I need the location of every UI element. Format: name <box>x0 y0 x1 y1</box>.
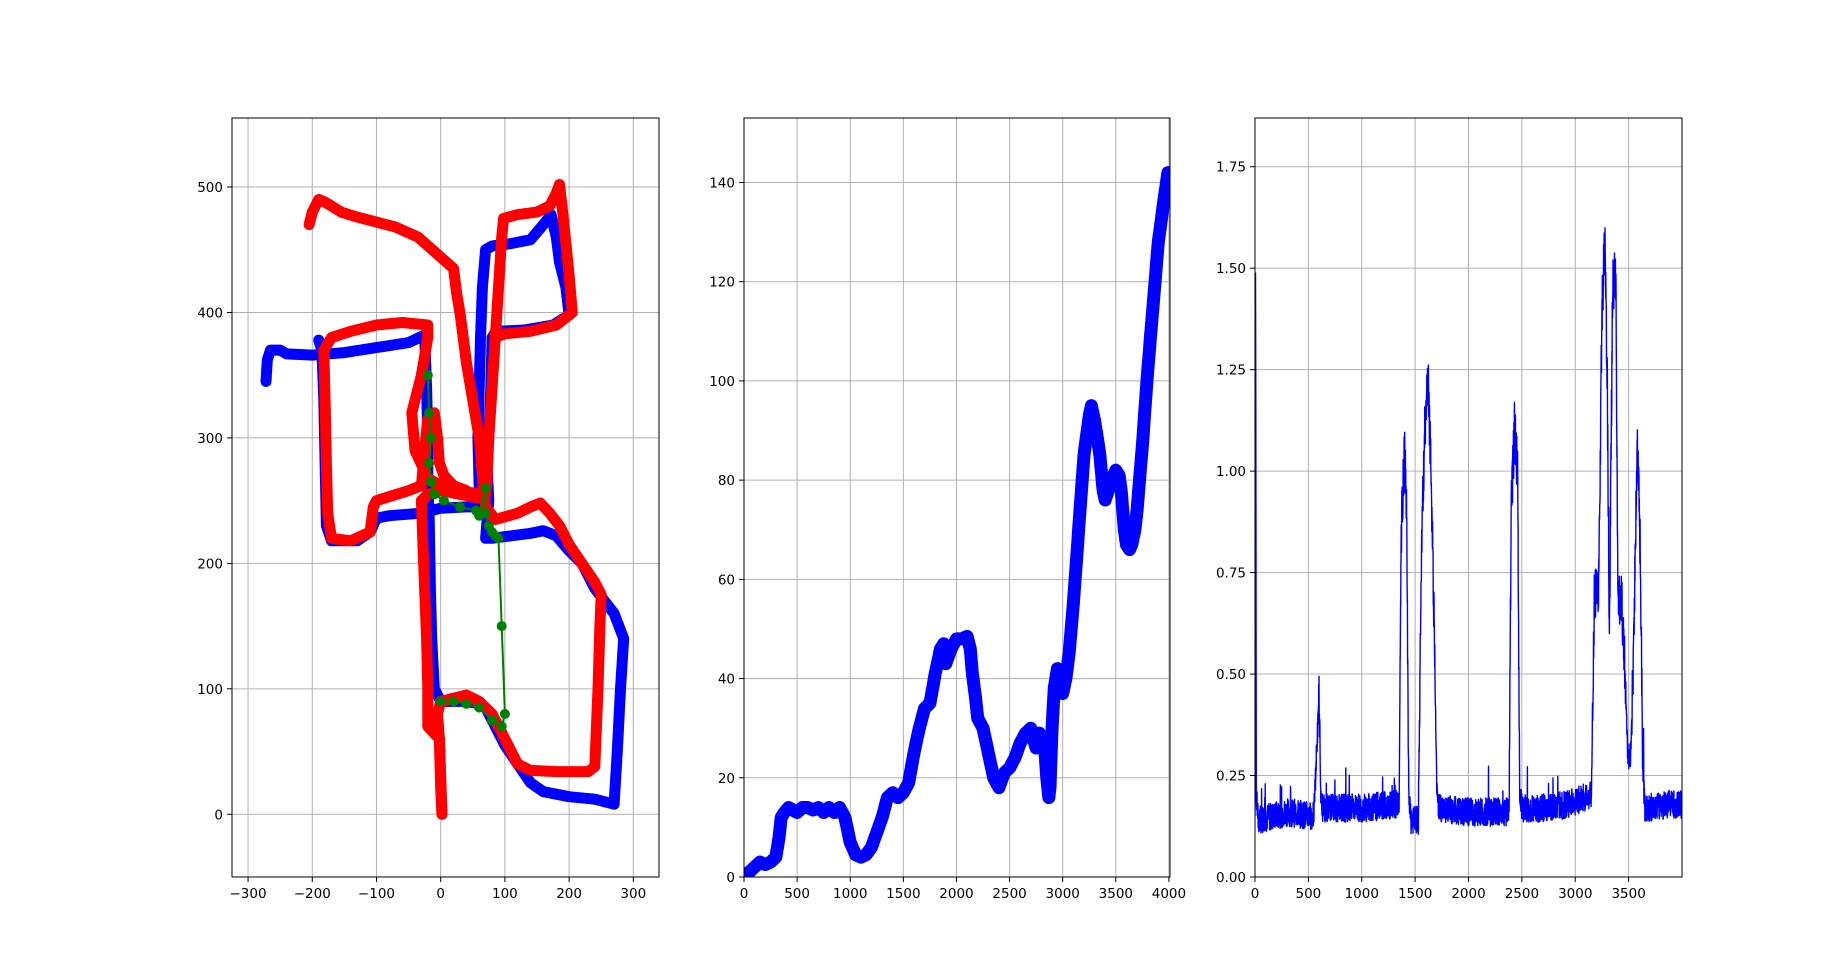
series-point-green <box>435 696 446 707</box>
series-point-green <box>422 370 433 381</box>
series-point-green <box>426 476 437 487</box>
axes-frame <box>743 117 1171 878</box>
x-tick-label: 500 <box>784 886 810 902</box>
y-tick-label: 120 <box>709 275 735 291</box>
gridlines <box>743 118 1170 878</box>
x-tick-label: 500 <box>1295 886 1321 902</box>
y-tick-label: 500 <box>197 180 223 196</box>
y-tick-label: 0 <box>214 807 223 823</box>
y-tick-label: 300 <box>197 431 223 447</box>
y-tick-label: 0 <box>726 870 735 886</box>
x-tick-label: 3000 <box>1558 886 1592 902</box>
x-tick-label: 0 <box>436 886 445 902</box>
x-tick-label: 1500 <box>1398 886 1432 902</box>
y-tick-label: 40 <box>718 672 735 688</box>
series-point-green <box>493 533 504 544</box>
x-tick-label: 100 <box>492 886 518 902</box>
x-tick-label: 0 <box>740 886 749 902</box>
y-tick-label: 0.50 <box>1216 667 1246 683</box>
x-tick-label: −200 <box>294 886 331 902</box>
y-tick-label: 60 <box>718 572 735 588</box>
series-point-green <box>480 508 491 519</box>
series-point-green <box>424 407 435 418</box>
series-point-green <box>424 458 435 468</box>
y-tick-label: 1.75 <box>1216 160 1246 176</box>
y-tick-label: 20 <box>718 771 735 787</box>
y-tick-label: 1.50 <box>1216 261 1246 277</box>
series-line <box>744 166 1170 877</box>
series-point-green <box>454 501 465 512</box>
y-tick-label: 0.25 <box>1216 769 1246 785</box>
y-tick-label: 1.25 <box>1216 363 1246 379</box>
axes-frame <box>231 117 660 878</box>
per-step-error-plot: 0 500 1000 1500 2000 2500 3000 3500 0.00 0.25 0.50… <box>1216 117 1683 902</box>
y-tick-label: 80 <box>718 473 735 489</box>
x-tick-label: 2000 <box>939 886 973 902</box>
series-point-green <box>496 721 507 732</box>
series-point-green <box>461 698 472 709</box>
plot-area <box>260 179 630 820</box>
y-tick-label: 400 <box>197 305 223 321</box>
x-tick-label: 1500 <box>886 886 920 902</box>
x-tick-label: 200 <box>556 886 582 902</box>
x-tick-label: 4000 <box>1152 886 1186 902</box>
series-line-red <box>318 179 578 820</box>
plot-area <box>1255 227 1682 835</box>
x-tick-label: 300 <box>620 886 646 902</box>
x-tick-label: 1000 <box>833 886 867 902</box>
x-tick-label: −300 <box>230 886 267 902</box>
y-tick-label: 0.75 <box>1216 566 1246 582</box>
plot-area <box>744 166 1170 877</box>
x-tick-label: 3500 <box>1099 886 1133 902</box>
x-tick-label: 3000 <box>1046 886 1080 902</box>
x-tick-label: −100 <box>358 886 395 902</box>
x-tick-label: 2000 <box>1451 886 1485 902</box>
cumulative-error-plot: 0 500 1000 1500 2000 2500 3000 3500 4000 0 20 40 60 8… <box>709 117 1186 902</box>
y-tick-label: 100 <box>709 374 735 390</box>
series-point-green <box>496 621 507 632</box>
x-tick-label: 3500 <box>1611 886 1645 902</box>
y-tick-label: 100 <box>197 682 223 698</box>
series-point-green <box>474 702 485 713</box>
x-tick-label: 0 <box>1251 886 1260 902</box>
x-tick-label: 2500 <box>992 886 1026 902</box>
y-tick-label: 1.00 <box>1216 464 1246 480</box>
x-tick-label: 2500 <box>1505 886 1539 902</box>
series-point-green <box>448 696 459 707</box>
series-point-green <box>499 708 510 719</box>
series-point-green <box>426 432 437 443</box>
series-point-green <box>487 715 498 726</box>
x-tick-label: 1000 <box>1345 886 1379 902</box>
series-point-green <box>480 483 491 494</box>
y-tick-label: 140 <box>709 175 735 191</box>
y-tick-label: 200 <box>197 556 223 572</box>
series-line <box>1255 227 1682 835</box>
series-point-green <box>429 489 440 500</box>
trajectory-plot: −300 −200 −100 0 100 200 300 0 100 200 300 400 500 <box>197 117 660 902</box>
series-point-green <box>438 495 449 506</box>
y-tick-label: 0.00 <box>1216 870 1246 886</box>
